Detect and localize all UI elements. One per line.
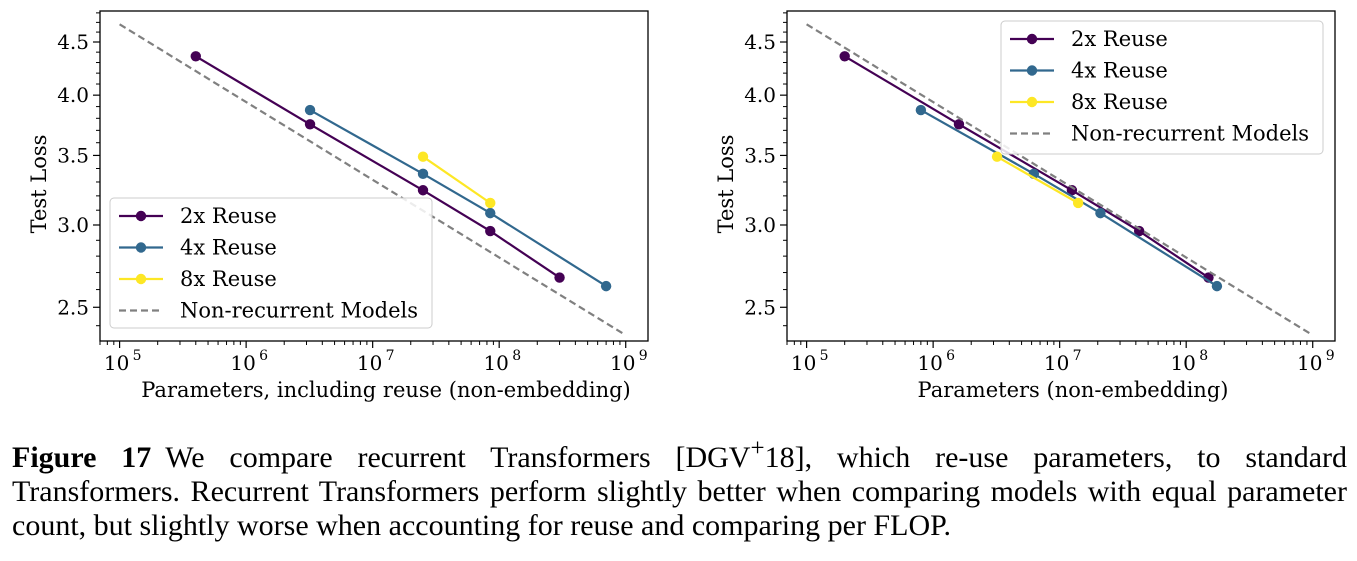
data-point bbox=[190, 51, 201, 62]
caption-superscript: + bbox=[750, 435, 765, 462]
legend-marker bbox=[1026, 96, 1038, 108]
legend-label: 8x Reuse bbox=[180, 267, 277, 291]
x-tick-label: 10 bbox=[791, 351, 816, 375]
x-tick-label: 10 bbox=[104, 351, 129, 375]
legend-marker bbox=[135, 273, 147, 285]
legend: 2x Reuse 4x Reuse 8x Reuse Non-recurrent Mo… bbox=[109, 197, 433, 329]
legend-marker bbox=[1026, 33, 1038, 45]
legend-label: Non-recurrent Models bbox=[180, 299, 418, 323]
caption-text-before: We compare recurrent Transformers [DGV bbox=[165, 441, 751, 474]
caption-text-after: 18], which re-use parameters, to standar… bbox=[12, 441, 1347, 542]
y-tick-label: 2.5 bbox=[744, 295, 776, 319]
data-point bbox=[417, 168, 429, 180]
x-tick-exponent: 9 bbox=[639, 348, 648, 364]
x-tick-label: 10 bbox=[230, 351, 255, 375]
y-tick-label: 3.5 bbox=[57, 143, 89, 167]
legend-box bbox=[109, 197, 433, 329]
x-tick-label: 10 bbox=[610, 351, 635, 375]
series-line bbox=[422, 155, 491, 204]
series-line bbox=[920, 109, 1218, 288]
legend-label: 2x Reuse bbox=[1071, 27, 1168, 51]
legend-marker bbox=[1026, 65, 1038, 76]
data-point bbox=[600, 280, 612, 292]
x-tick-label: 10 bbox=[1044, 351, 1069, 375]
data-point bbox=[915, 104, 927, 116]
data-point bbox=[417, 151, 429, 162]
data-point bbox=[485, 207, 496, 219]
data-point bbox=[485, 225, 496, 237]
data-point bbox=[1072, 197, 1084, 209]
x-tick-exponent: 6 bbox=[946, 348, 955, 364]
data-point bbox=[839, 51, 850, 62]
y-tick-label: 3.5 bbox=[744, 143, 776, 167]
legend-marker bbox=[135, 242, 147, 253]
x-tick-exponent: 5 bbox=[133, 348, 142, 364]
data-point bbox=[304, 104, 316, 116]
series-4x-reuse bbox=[304, 104, 612, 292]
data-point bbox=[1133, 225, 1145, 237]
x-tick-label: 10 bbox=[1297, 351, 1322, 375]
data-point bbox=[485, 197, 496, 209]
y-tick-label: 3.0 bbox=[57, 213, 89, 237]
legend-label: Non-recurrent Models bbox=[1071, 122, 1309, 146]
legend-entry: 4x Reuse bbox=[119, 236, 277, 260]
x-tick-exponent: 5 bbox=[820, 348, 829, 364]
figure-caption: Figure 17 We compare recurrent Transforme… bbox=[12, 432, 1347, 543]
legend-marker bbox=[135, 210, 147, 222]
series-line bbox=[309, 109, 607, 288]
x-axis-label: Parameters, including reuse (non-embeddi… bbox=[141, 378, 631, 402]
x-tick-exponent: 9 bbox=[1326, 348, 1335, 364]
legend-label: 2x Reuse bbox=[180, 204, 277, 228]
legend-label: 4x Reuse bbox=[180, 236, 277, 260]
series-2x-reuse bbox=[190, 51, 565, 283]
x-axis-label: Parameters (non-embedding) bbox=[918, 378, 1229, 402]
data-point bbox=[1095, 207, 1106, 219]
plot-frame bbox=[786, 10, 1336, 342]
legend-entry: Non-recurrent Models bbox=[1010, 122, 1309, 146]
legend-entry: 8x Reuse bbox=[1010, 90, 1168, 114]
caption-label: Figure 17 bbox=[12, 441, 152, 474]
series-8x-reuse bbox=[417, 151, 496, 209]
x-tick-exponent: 8 bbox=[512, 348, 521, 364]
y-axis-label: Test Loss bbox=[714, 135, 738, 234]
series-line bbox=[996, 155, 1079, 204]
y-tick-label: 4.0 bbox=[744, 83, 776, 107]
x-tick-exponent: 8 bbox=[1199, 348, 1208, 364]
legend-entry: 8x Reuse bbox=[119, 267, 277, 291]
legend-entry: 2x Reuse bbox=[1010, 27, 1168, 51]
x-tick-label: 10 bbox=[1170, 351, 1195, 375]
y-tick-label: 4.5 bbox=[57, 30, 89, 54]
series-8x-reuse bbox=[991, 151, 1084, 209]
x-tick-exponent: 7 bbox=[386, 348, 395, 364]
y-tick-label: 4.5 bbox=[744, 30, 776, 54]
y-tick-label: 3.0 bbox=[744, 213, 776, 237]
y-axis-label: Test Loss bbox=[27, 135, 51, 234]
x-tick-label: 10 bbox=[917, 351, 942, 375]
data-point bbox=[953, 119, 965, 130]
legend-box bbox=[1000, 20, 1324, 155]
plot-frame bbox=[99, 10, 649, 342]
chart-1: 10 5 10 6 10 7 10 8 10 92.53.03.54.04.5Parameters… bbox=[27, 10, 649, 402]
legend-label: 8x Reuse bbox=[1071, 90, 1168, 114]
x-tick-exponent: 7 bbox=[1073, 348, 1082, 364]
y-tick-label: 4.0 bbox=[57, 83, 89, 107]
figure-charts: 10 5 10 6 10 7 10 8 10 92.53.03.54.04.5Parameters… bbox=[27, 10, 1336, 402]
data-point bbox=[554, 272, 565, 283]
data-point bbox=[304, 119, 316, 130]
data-point bbox=[417, 185, 429, 196]
legend-label: 4x Reuse bbox=[1071, 59, 1168, 83]
legend-entry: 4x Reuse bbox=[1010, 59, 1168, 83]
data-point bbox=[991, 151, 1003, 162]
x-tick-exponent: 6 bbox=[259, 348, 268, 364]
legend: 2x Reuse 4x Reuse 8x Reuse Non-recurrent Mo… bbox=[1000, 20, 1324, 155]
legend-entry: 2x Reuse bbox=[119, 204, 277, 228]
data-point bbox=[1211, 280, 1223, 292]
x-tick-label: 10 bbox=[357, 351, 382, 375]
x-tick-label: 10 bbox=[483, 351, 508, 375]
legend-entry: Non-recurrent Models bbox=[119, 299, 418, 323]
chart-2: 10 5 10 6 10 7 10 8 10 92.53.03.54.04.5Parameters… bbox=[714, 10, 1336, 402]
y-tick-label: 2.5 bbox=[57, 295, 89, 319]
